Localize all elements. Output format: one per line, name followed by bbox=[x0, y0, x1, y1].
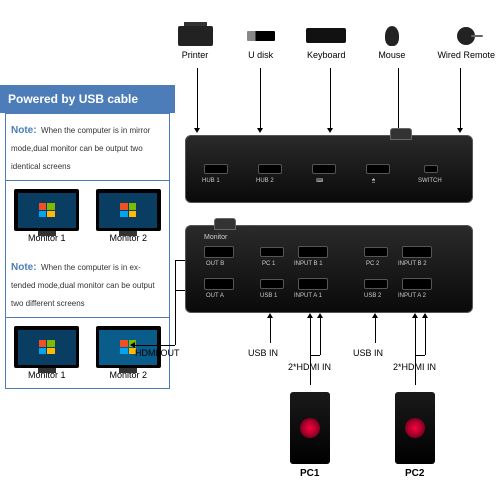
peripherals-row: Printer U disk Keyboard Mouse Wired Remo… bbox=[175, 5, 495, 60]
port-pc2 bbox=[364, 247, 388, 257]
port-keyboard bbox=[312, 164, 336, 174]
keyboard-icon bbox=[306, 28, 346, 43]
peripheral-mouse: Mouse bbox=[372, 23, 412, 60]
port-input-b2 bbox=[402, 246, 432, 258]
pc2-tower-icon bbox=[395, 392, 435, 464]
port-pc1 bbox=[260, 247, 284, 257]
port-input-a1 bbox=[298, 278, 328, 290]
kvm-device-front: Monitor OUT B PC 1 INPUT B 1 PC 2 INPUT … bbox=[185, 225, 473, 313]
remote-icon bbox=[457, 27, 475, 45]
port-mouse bbox=[366, 164, 390, 174]
printer-icon bbox=[178, 26, 213, 46]
kvm-knob-icon-2 bbox=[214, 218, 236, 230]
printer-label: Printer bbox=[182, 50, 209, 60]
pc1-tower-icon bbox=[290, 392, 330, 464]
pc2-label: PC2 bbox=[405, 468, 424, 479]
kvm-device-rear: HUB 1 HUB 2 ⌨ 🖱 SWITCH bbox=[185, 135, 473, 203]
port-out-b bbox=[204, 246, 234, 258]
monitor-2a: Monitor 2 bbox=[96, 189, 161, 243]
usb-in-label-1: USB IN bbox=[248, 348, 278, 358]
port-out-a bbox=[204, 278, 234, 290]
port-input-b1 bbox=[298, 246, 328, 258]
udisk-label: U disk bbox=[248, 50, 273, 60]
port-input-a2 bbox=[402, 278, 432, 290]
kvm-knob-icon bbox=[390, 128, 412, 140]
hdmi-in-label-2: 2*HDMI IN bbox=[393, 362, 436, 372]
udisk-icon bbox=[247, 31, 275, 41]
mouse-label: Mouse bbox=[378, 50, 405, 60]
port-usb1 bbox=[260, 279, 284, 289]
peripheral-udisk: U disk bbox=[241, 23, 281, 60]
pc1-label: PC1 bbox=[300, 468, 319, 479]
port-hub1 bbox=[204, 164, 228, 174]
hdmi-out-label: HDMI OUT bbox=[135, 348, 180, 358]
remote-label: Wired Remote bbox=[437, 50, 495, 60]
monitor-1b: Monitor 1 bbox=[14, 326, 79, 380]
port-usb2 bbox=[364, 279, 388, 289]
peripheral-keyboard: Keyboard bbox=[306, 23, 346, 60]
port-hub2 bbox=[258, 164, 282, 174]
mouse-icon bbox=[385, 26, 399, 46]
port-switch bbox=[424, 165, 438, 173]
monitor-1a: Monitor 1 bbox=[14, 189, 79, 243]
peripheral-printer: Printer bbox=[175, 23, 215, 60]
note-2: Note: When the computer is in ex-tended … bbox=[6, 251, 169, 318]
hdmi-in-label-1: 2*HDMI IN bbox=[288, 362, 331, 372]
peripheral-remote: Wired Remote bbox=[437, 23, 495, 60]
keyboard-label: Keyboard bbox=[307, 50, 346, 60]
note-1: Note: When the computer is in mirror mod… bbox=[6, 114, 169, 181]
usb-in-label-2: USB IN bbox=[353, 348, 383, 358]
header-title: Powered by USB cable bbox=[0, 85, 175, 113]
